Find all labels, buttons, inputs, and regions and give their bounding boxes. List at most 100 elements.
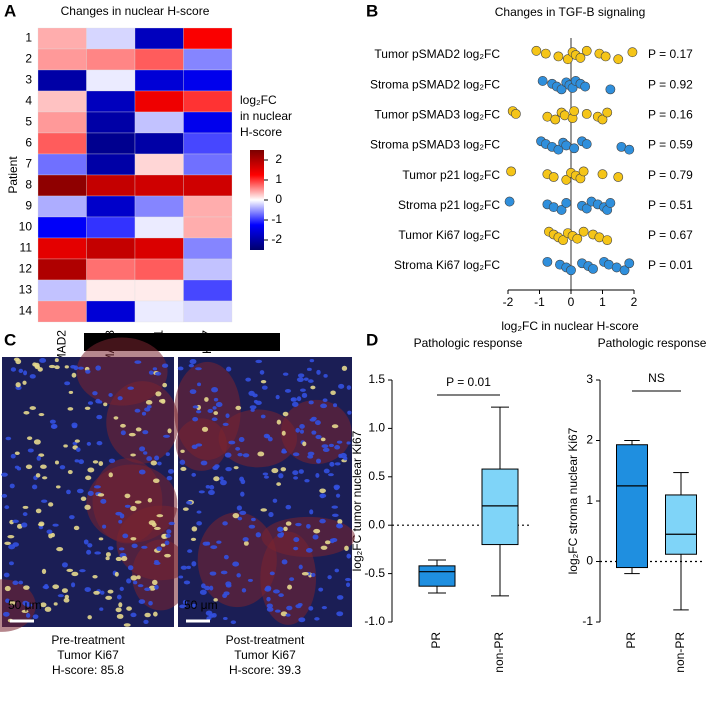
heat-cell xyxy=(183,216,233,239)
nucleus xyxy=(122,533,129,539)
nucleus xyxy=(59,465,66,470)
nucleus xyxy=(240,491,245,497)
nucleus xyxy=(215,402,223,408)
nucleus xyxy=(310,385,316,390)
nucleus xyxy=(95,365,102,371)
p-value-label: P = 0.16 xyxy=(648,107,693,121)
cytokeratin-region xyxy=(0,579,36,632)
nucleus xyxy=(124,504,131,508)
cytokeratin-region xyxy=(174,361,241,460)
nucleus xyxy=(298,564,303,570)
y-axis-label: log₂FC stroma nuclear Ki67 xyxy=(566,427,580,574)
nucleus xyxy=(192,416,199,422)
data-point xyxy=(506,166,517,177)
heat-cell xyxy=(183,300,233,323)
nucleus xyxy=(130,506,137,512)
data-point xyxy=(602,107,613,118)
nucleus xyxy=(37,523,44,527)
nucleus xyxy=(12,580,19,586)
nucleus xyxy=(295,522,302,527)
nucleus xyxy=(77,366,84,370)
nucleus xyxy=(189,359,197,365)
significance-label: NS xyxy=(648,371,665,385)
y-tick-label: 1.5 xyxy=(368,372,385,386)
nucleus xyxy=(48,502,54,507)
nucleus xyxy=(80,496,87,501)
nucleus xyxy=(66,489,71,495)
nucleus xyxy=(46,529,53,534)
nucleus xyxy=(320,494,325,499)
nucleus xyxy=(53,602,58,606)
nucleus xyxy=(283,526,288,532)
heat-cell xyxy=(183,90,233,113)
row-label: 7 xyxy=(25,157,32,171)
nucleus xyxy=(250,408,255,412)
nucleus xyxy=(320,545,328,550)
heat-cell xyxy=(86,237,136,260)
nucleus xyxy=(54,460,59,465)
nucleus xyxy=(164,540,170,546)
heat-cell xyxy=(86,279,136,302)
heat-cell xyxy=(86,258,136,281)
nucleus xyxy=(225,413,230,419)
nucleus xyxy=(37,367,43,372)
data-point xyxy=(578,226,589,237)
x-tick-label: -2 xyxy=(503,295,514,309)
nucleus xyxy=(151,579,158,586)
x-tick-label: PR xyxy=(429,632,443,649)
nucleus xyxy=(311,430,317,435)
nucleus xyxy=(16,466,22,471)
nucleus xyxy=(324,540,331,545)
nucleus xyxy=(228,440,236,445)
heat-cell xyxy=(86,90,136,113)
chart-title: Changes in nuclear H-score xyxy=(61,4,210,18)
colorbar-tick-label: 1 xyxy=(275,172,282,186)
nucleus xyxy=(338,383,345,389)
nucleus xyxy=(64,381,71,386)
heat-cell xyxy=(183,111,233,134)
nucleus xyxy=(52,584,60,590)
nucleus xyxy=(100,498,107,504)
row-label: 8 xyxy=(25,178,32,192)
nucleus xyxy=(154,455,160,461)
nucleus xyxy=(87,401,94,405)
nucleus xyxy=(9,600,16,606)
nucleus xyxy=(196,510,202,514)
data-point xyxy=(613,54,624,65)
y-tick-label: 0 xyxy=(586,554,593,568)
nucleus xyxy=(282,372,289,376)
nucleus xyxy=(134,408,141,413)
row-label: Tumor Ki67 log₂FC xyxy=(398,228,500,242)
nucleus xyxy=(220,479,227,486)
nucleus xyxy=(344,545,349,551)
nucleus xyxy=(316,369,321,375)
nucleus xyxy=(180,565,188,570)
row-label: Tumor pSMAD3 log₂FC xyxy=(374,107,500,121)
heat-cell xyxy=(86,153,136,176)
nucleus xyxy=(145,400,153,405)
nucleus xyxy=(190,603,198,608)
panel-letter: D xyxy=(366,330,378,349)
nucleus xyxy=(295,427,300,433)
data-point xyxy=(624,258,635,269)
nucleus xyxy=(207,408,214,414)
nucleus xyxy=(331,513,339,517)
heat-cell xyxy=(183,174,233,197)
nucleus xyxy=(276,482,282,486)
nucleus xyxy=(189,389,197,395)
nucleus xyxy=(40,602,47,608)
data-point xyxy=(562,54,573,65)
nucleus xyxy=(165,452,170,457)
nucleus xyxy=(212,406,217,410)
nucleus xyxy=(263,475,269,479)
nucleus xyxy=(120,423,126,428)
y-tick-label: 3 xyxy=(586,372,593,386)
x-tick-label: 0 xyxy=(568,295,575,309)
nucleus xyxy=(32,362,37,367)
colorbar xyxy=(250,150,264,250)
nucleus xyxy=(220,570,228,575)
nucleus xyxy=(331,505,338,509)
nucleus xyxy=(22,600,29,606)
nucleus xyxy=(223,616,228,621)
nucleus xyxy=(9,483,15,489)
